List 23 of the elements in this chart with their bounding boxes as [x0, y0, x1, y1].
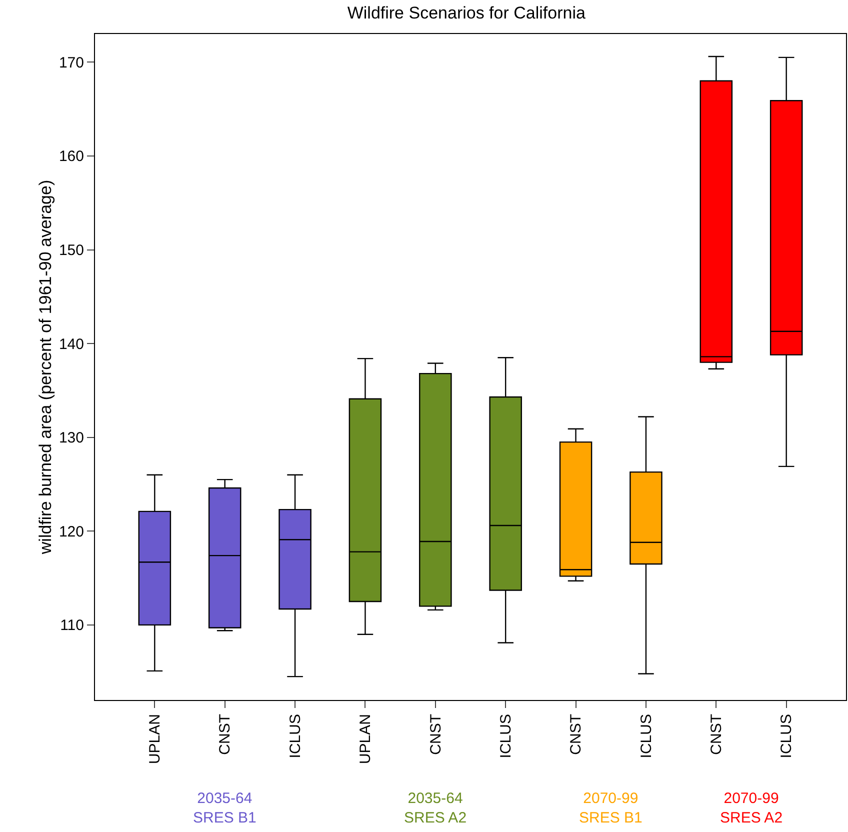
x-tick-label: ICLUS	[497, 714, 514, 758]
text: 2035-64 SRES A2	[404, 790, 467, 826]
x-tick-label: UPLAN	[146, 714, 164, 764]
y-tick-label: 130	[58, 430, 84, 447]
y-axis-title: wildfire burned area (percent of 1961-90 average)	[36, 180, 55, 556]
y-tick-label: 160	[58, 148, 84, 166]
x-tick-label: CNST	[216, 714, 234, 755]
y-tick-label: 110	[60, 617, 84, 634]
x-tick-label: CNST	[708, 714, 726, 755]
x-tick-label: ICLUS	[778, 714, 796, 758]
x-tick-label: ICLUS	[286, 714, 304, 758]
chart-title: Wildfire Scenarios for California	[347, 4, 586, 23]
x-tick-label: CNST	[427, 714, 444, 755]
text: 2070-99 SRES A2	[720, 790, 783, 826]
text: 2035-64 SRES B1	[193, 790, 256, 826]
y-tick-label: 120	[58, 523, 84, 540]
y-tick-label: 150	[58, 242, 84, 259]
y-tick-label: 170	[58, 54, 84, 72]
text: 2070-99 SRES B1	[579, 790, 642, 826]
x-tick-label: ICLUS	[638, 714, 655, 758]
x-tick-label: CNST	[568, 714, 585, 755]
x-tick-label: UPLAN	[357, 714, 374, 764]
y-tick-label: 140	[58, 336, 84, 353]
